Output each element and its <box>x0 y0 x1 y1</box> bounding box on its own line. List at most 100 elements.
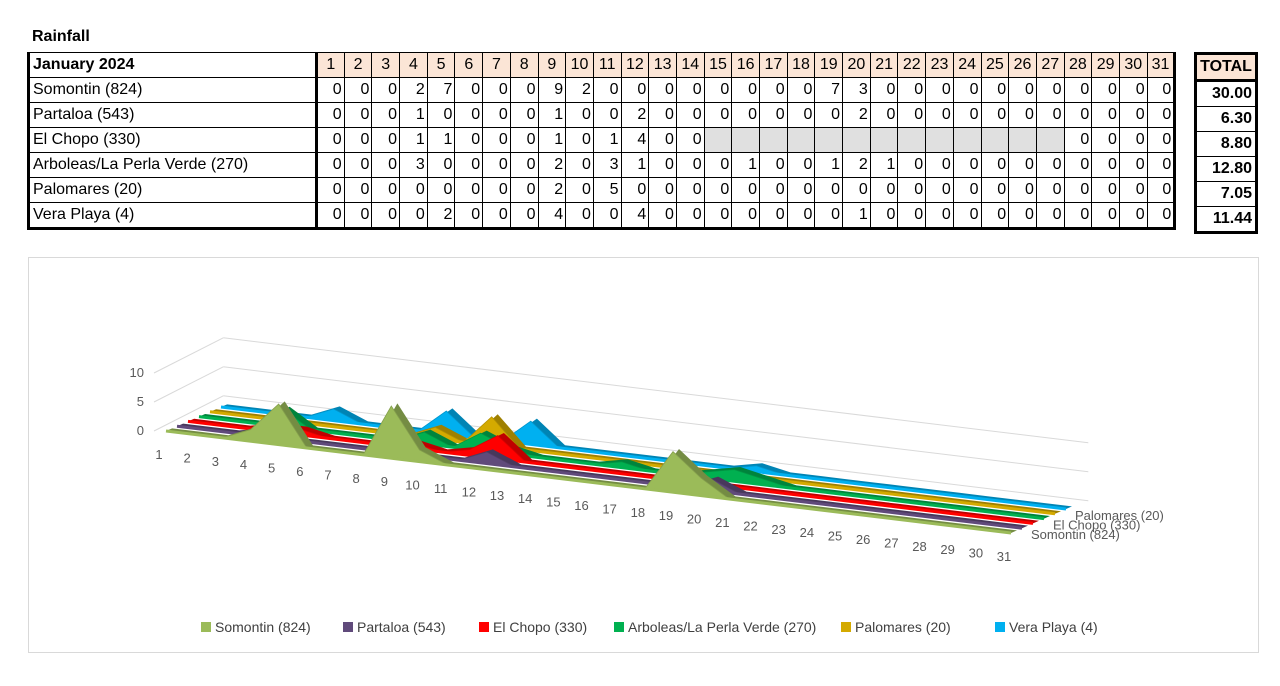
rainfall-value: 0 <box>786 77 816 103</box>
rainfall-value: 0 <box>509 102 539 128</box>
rainfall-value: 0 <box>759 202 788 230</box>
rainfall-value: 0 <box>980 177 1010 203</box>
total-value: 6.30 <box>1194 106 1258 132</box>
rainfall-value: 0 <box>482 102 511 128</box>
rainfall-value: 0 <box>343 177 373 203</box>
rainfall-value: 0 <box>897 177 927 203</box>
rainfall-value: 0 <box>814 202 844 230</box>
empty-cell <box>897 127 927 153</box>
rainfall-value: 0 <box>759 102 788 128</box>
rainfall-value: 0 <box>952 77 982 103</box>
rainfall-value: 2 <box>565 77 594 103</box>
rainfall-value: 0 <box>1008 152 1037 178</box>
rainfall-value: 2 <box>426 202 456 230</box>
table-row: Palomares (20) 0 0 0 0 0 0 0 0 2 0 5 0 0 0 0 0 0 0 0 0 0 0 0 0 0 0… <box>27 177 1177 203</box>
x-tick-label: 18 <box>631 505 645 520</box>
day-header: 9 <box>537 52 567 78</box>
rainfall-value: 1 <box>592 127 622 153</box>
rainfall-value: 0 <box>315 102 345 128</box>
rainfall-value: 0 <box>1091 152 1120 178</box>
rainfall-value: 4 <box>537 202 567 230</box>
rainfall-value: 0 <box>675 77 705 103</box>
rainfall-value: 0 <box>1118 127 1148 153</box>
rainfall-value: 7 <box>814 77 844 103</box>
rainfall-value: 2 <box>399 77 428 103</box>
day-header: 10 <box>565 52 594 78</box>
rainfall-value: 0 <box>315 77 345 103</box>
rainfall-value: 0 <box>482 202 511 230</box>
rainfall-value: 0 <box>731 177 760 203</box>
rainfall-value: 0 <box>1008 77 1037 103</box>
rainfall-value: 0 <box>759 152 788 178</box>
empty-cell <box>1035 127 1065 153</box>
x-tick-label: 20 <box>687 512 701 527</box>
rainfall-value: 2 <box>537 177 567 203</box>
series-base-3 <box>198 415 1045 521</box>
rainfall-value: 1 <box>842 202 871 230</box>
day-header: 29 <box>1091 52 1120 78</box>
x-tick-label: 3 <box>212 454 219 469</box>
rainfall-value: 0 <box>952 102 982 128</box>
depth-axis-label: Palomares (20) <box>1075 508 1164 523</box>
rainfall-value: 0 <box>592 102 622 128</box>
rainfall-value: 0 <box>1063 202 1093 230</box>
rainfall-value: 0 <box>1091 102 1120 128</box>
day-header: 24 <box>952 52 982 78</box>
series-base-1 <box>176 424 1023 530</box>
rainfall-value: 0 <box>925 77 954 103</box>
chart-area: 0 5 10 1 2 3 4 5 6 7 8 9 10 11 12 13 14 15 16 17 18 19 20 21 22 2… <box>28 257 1259 653</box>
rainfall-value: 1 <box>869 152 899 178</box>
day-header: 11 <box>592 52 622 78</box>
rainfall-value: 3 <box>592 152 622 178</box>
rainfall-value: 0 <box>759 177 788 203</box>
rainfall-value: 0 <box>620 77 650 103</box>
legend-swatch <box>201 622 211 632</box>
rainfall-value: 1 <box>537 102 567 128</box>
month-label: January 2024 <box>27 52 317 78</box>
sheet-title: Rainfall <box>32 28 90 45</box>
day-header: 15 <box>703 52 733 78</box>
rainfall-value: 0 <box>426 177 456 203</box>
rainfall-value: 0 <box>371 202 401 230</box>
rainfall-value: 0 <box>1146 102 1177 128</box>
station-name: Somontin (824) <box>27 77 317 103</box>
rainfall-value: 0 <box>343 202 373 230</box>
rainfall-value: 0 <box>454 152 484 178</box>
legend-entry: Palomares (20) <box>855 619 951 635</box>
day-header: 18 <box>786 52 816 78</box>
depth-axis-label: Somontin (824) <box>1031 527 1120 542</box>
day-header: 25 <box>980 52 1010 78</box>
x-tick-label: 9 <box>381 474 388 489</box>
x-tick-label: 23 <box>771 522 785 537</box>
rainfall-value: 0 <box>731 77 760 103</box>
x-tick-label: 2 <box>184 450 191 465</box>
rainfall-value: 0 <box>1091 177 1120 203</box>
rainfall-value: 0 <box>509 152 539 178</box>
x-tick-label: 29 <box>940 542 954 557</box>
rainfall-value: 0 <box>952 202 982 230</box>
empty-cell <box>759 127 788 153</box>
rainfall-value: 0 <box>1008 202 1037 230</box>
rainfall-value: 0 <box>786 102 816 128</box>
y-tick-label: 10 <box>130 365 144 380</box>
rainfall-value: 0 <box>703 152 733 178</box>
empty-cell <box>731 127 760 153</box>
rainfall-value: 0 <box>454 77 484 103</box>
station-name: Vera Playa (4) <box>27 202 317 230</box>
rainfall-value: 0 <box>869 177 899 203</box>
rainfall-value: 0 <box>1091 77 1120 103</box>
rainfall-value: 0 <box>509 177 539 203</box>
rainfall-value: 0 <box>482 127 511 153</box>
rainfall-value: 2 <box>842 152 871 178</box>
rainfall-value: 0 <box>897 102 927 128</box>
station-name: Partaloa (543) <box>27 102 317 128</box>
rainfall-value: 0 <box>869 202 899 230</box>
rainfall-value: 0 <box>786 152 816 178</box>
rainfall-value: 0 <box>482 77 511 103</box>
x-tick-label: 8 <box>353 471 360 486</box>
rainfall-value: 0 <box>703 77 733 103</box>
rainfall-value: 0 <box>454 177 484 203</box>
table-row: El Chopo (330) 0 0 0 1 1 0 0 0 1 0 1 4 0 0 0 0 0 0 <box>27 127 1177 153</box>
x-tick-label: 31 <box>997 549 1011 564</box>
total-value: 30.00 <box>1194 80 1258 107</box>
